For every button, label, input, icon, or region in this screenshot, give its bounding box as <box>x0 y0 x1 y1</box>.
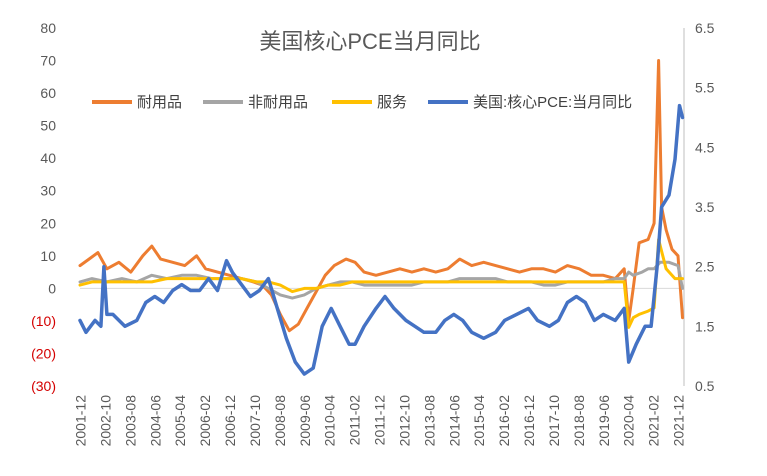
x-tick-label: 2011-02 <box>347 395 363 446</box>
x-tick-label: 2021-02 <box>646 395 662 447</box>
left-tick-label: 70 <box>40 53 56 69</box>
x-tick-label: 2008-08 <box>272 395 288 447</box>
left-tick-label: 20 <box>40 215 56 231</box>
x-tick-label: 2002-10 <box>97 395 113 447</box>
left-tick-label: 30 <box>40 183 56 199</box>
right-tick-label: 6.5 <box>695 20 715 36</box>
left-tick-label: 0 <box>48 280 56 296</box>
chart-title: 美国核心PCE当月同比 <box>259 29 480 54</box>
x-tick-label: 2016-02 <box>496 395 512 447</box>
left-tick-label: 10 <box>40 248 56 264</box>
x-tick-label: 2011-12 <box>372 395 388 446</box>
left-tick-label: (10) <box>31 313 56 329</box>
right-tick-label: 2.5 <box>695 259 715 275</box>
left-tick-label: 60 <box>40 85 56 101</box>
x-tick-label: 2021-12 <box>671 395 687 447</box>
x-tick-label: 2017-10 <box>546 395 562 447</box>
x-tick-label: 2005-04 <box>172 395 188 447</box>
left-tick-label: 80 <box>40 20 56 36</box>
legend-label-durable: 耐用品 <box>137 94 182 111</box>
series-layer <box>78 59 685 376</box>
series-line-core-pce <box>78 103 685 376</box>
x-tick-label: 2019-06 <box>596 395 612 447</box>
legend-item-services: 服务 <box>332 94 407 111</box>
right-tick-label: 4.5 <box>695 139 715 155</box>
right-tick-label: 1.5 <box>695 318 715 334</box>
left-tick-label: 50 <box>40 118 56 134</box>
left-tick-label: (20) <box>31 345 56 361</box>
x-tick-label: 2003-08 <box>122 395 138 447</box>
right-axis: 6.5 5.5 4.5 3.5 2.5 1.5 0.5 <box>695 20 715 394</box>
legend-label-nondurable: 非耐用品 <box>248 94 308 111</box>
x-tick-label: 2006-02 <box>197 395 213 447</box>
left-axis: 80 70 60 50 40 30 20 10 0 (10) (20) (30) <box>31 20 56 394</box>
x-tick-label: 2018-08 <box>571 395 587 447</box>
x-tick-label: 2004-06 <box>147 395 163 447</box>
right-tick-label: 5.5 <box>695 80 715 96</box>
x-tick-label: 2020-04 <box>621 395 637 447</box>
left-tick-label: (30) <box>31 378 56 394</box>
x-tick-label: 2006-12 <box>222 395 238 447</box>
x-tick-label: 2007-10 <box>247 395 263 447</box>
legend-label-services: 服务 <box>377 94 407 111</box>
legend: 耐用品 非耐用品 服务 美国:核心PCE:当月同比 <box>92 94 632 111</box>
right-tick-label: 3.5 <box>695 199 715 215</box>
x-tick-label: 2009-06 <box>297 395 313 447</box>
legend-item-core-pce: 美国:核心PCE:当月同比 <box>428 94 632 111</box>
x-tick-label: 2001-12 <box>72 395 88 447</box>
x-tick-label: 2015-04 <box>471 395 487 447</box>
right-tick-label: 0.5 <box>695 378 715 394</box>
left-tick-label: 40 <box>40 150 56 166</box>
legend-item-nondurable: 非耐用品 <box>203 94 308 111</box>
x-tick-label: 2014-06 <box>446 395 462 447</box>
x-tick-label: 2016-12 <box>521 395 537 447</box>
legend-item-durable: 耐用品 <box>92 94 182 111</box>
x-axis: 2001-12 2002-10 2003-08 2004-06 2005-04 2006-… <box>72 395 686 447</box>
x-tick-label: 2013-08 <box>421 395 437 447</box>
x-tick-label: 2012-10 <box>396 395 412 447</box>
x-tick-label: 2010-04 <box>322 395 338 447</box>
legend-label-core-pce: 美国:核心PCE:当月同比 <box>473 94 632 111</box>
